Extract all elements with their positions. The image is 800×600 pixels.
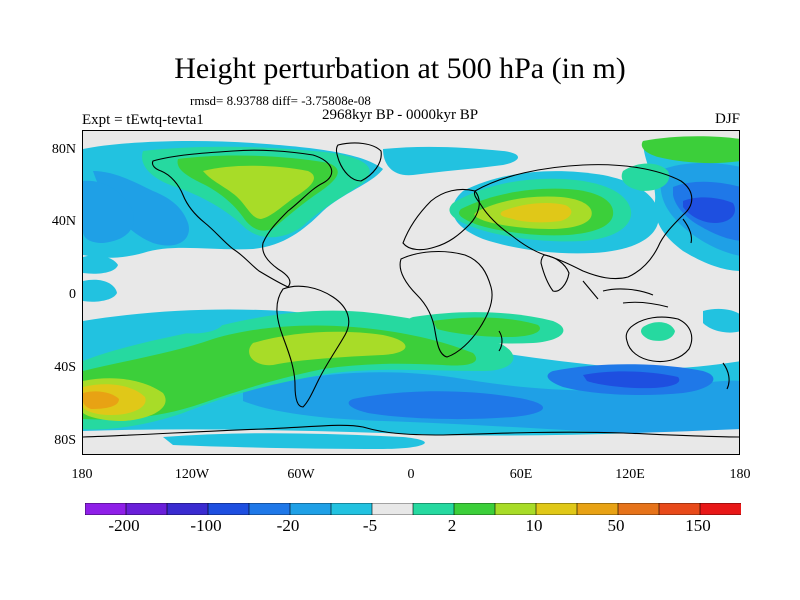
colorbar-label-50: 50 xyxy=(607,516,625,535)
xtick-180w: 180 xyxy=(71,467,93,482)
xtick-120w: 120W xyxy=(174,467,210,482)
contour-sa-orange xyxy=(83,391,119,409)
xtick-0: 0 xyxy=(407,467,415,482)
coast-indonesia xyxy=(582,280,669,308)
colorbar-swatch-6 xyxy=(330,503,373,515)
coastlines xyxy=(83,142,739,438)
contour-sw-lightblue xyxy=(83,279,117,302)
contour-sh-darkblue xyxy=(348,391,543,420)
colorbar xyxy=(85,503,741,515)
colorbar-swatch-15 xyxy=(699,503,741,515)
contour-na-blue xyxy=(93,171,189,246)
colorbar-swatch-11 xyxy=(535,503,578,515)
coast-india xyxy=(540,254,570,292)
colorbar-label-10: 10 xyxy=(525,516,543,535)
coast-antarctica xyxy=(83,424,739,438)
colorbar-swatch-4 xyxy=(248,503,291,515)
experiment-label: Expt = tEwtq-tevta1 xyxy=(82,112,204,128)
colorbar-label-2: 2 xyxy=(447,516,457,535)
colorbar-label-150: 150 xyxy=(685,516,711,535)
contour-eurasia-yellow xyxy=(500,203,572,223)
colorbar-label-neg200: -200 xyxy=(108,516,140,535)
xtick-180e: 180 xyxy=(729,467,751,482)
contour-arctic-green xyxy=(641,136,739,164)
contour-io-green xyxy=(433,317,540,337)
contour-arctic-teal xyxy=(621,163,670,191)
contour-na-yellowgreen xyxy=(203,165,314,219)
coast-japan xyxy=(682,218,693,244)
xtick-60w: 60W xyxy=(287,467,315,482)
coast-south-america xyxy=(276,285,350,408)
contour-eq-lightblue xyxy=(170,314,223,334)
colorbar-swatch-0 xyxy=(85,503,127,515)
colorbar-label-neg20: -20 xyxy=(276,516,300,535)
contour-map xyxy=(83,131,739,454)
contour-se-lightblue xyxy=(703,308,739,333)
contour-subtrop-lightblue xyxy=(83,255,118,274)
colorbar-swatch-2 xyxy=(166,503,209,515)
xtick-60e: 60E xyxy=(509,467,533,482)
ytick-80n: 80N xyxy=(51,142,76,157)
time-range-label: 2968kyr BP - 0000kyr BP xyxy=(322,107,479,123)
contour-sa-yellowgreen-2 xyxy=(249,331,406,366)
map-panel xyxy=(82,130,740,455)
contour-westpacific-blue xyxy=(83,180,134,243)
colorbar-swatch-7 xyxy=(371,503,414,515)
colorbar-swatch-13 xyxy=(617,503,660,515)
coast-europe xyxy=(402,188,480,251)
season-label: DJF xyxy=(714,111,740,127)
ytick-40s: 40S xyxy=(54,360,76,375)
ytick-40n: 40N xyxy=(51,214,76,229)
colorbar-label-neg5: -5 xyxy=(362,516,378,535)
coast-asia xyxy=(473,164,693,280)
colorbar-swatch-3 xyxy=(207,503,250,515)
contour-pacific-deepblue xyxy=(683,197,735,223)
colorbar-swatch-12 xyxy=(576,503,619,515)
contour-atlantic-lightblue xyxy=(383,146,518,176)
colorbar-swatch-9 xyxy=(453,503,496,515)
colorbar-swatch-14 xyxy=(658,503,701,515)
coast-madagascar xyxy=(498,330,503,352)
colorbar-swatch-1 xyxy=(125,503,168,515)
colorbar-swatch-5 xyxy=(289,503,332,515)
ytick-0: 0 xyxy=(69,287,76,302)
contour-australia-teal xyxy=(640,322,675,341)
colorbar-swatch-8 xyxy=(412,503,455,515)
coast-north-america xyxy=(151,149,333,288)
contour-antarctic-lightblue xyxy=(163,433,425,449)
colorbar-swatch-10 xyxy=(494,503,537,515)
plot-title: Height perturbation at 500 hPa (in m) xyxy=(174,52,626,85)
xtick-120e: 120E xyxy=(615,467,645,482)
contour-sh-deepblue xyxy=(583,371,680,389)
rmsd-diff-stats: rmsd= 8.93788 diff= -3.75808e-08 xyxy=(190,93,371,108)
coast-greenland xyxy=(335,142,382,182)
colorbar-label-neg100: -100 xyxy=(190,516,222,535)
coast-australia xyxy=(625,316,693,363)
coast-africa xyxy=(399,251,493,358)
ytick-80s: 80S xyxy=(54,433,76,448)
coast-new-zealand xyxy=(722,362,730,390)
